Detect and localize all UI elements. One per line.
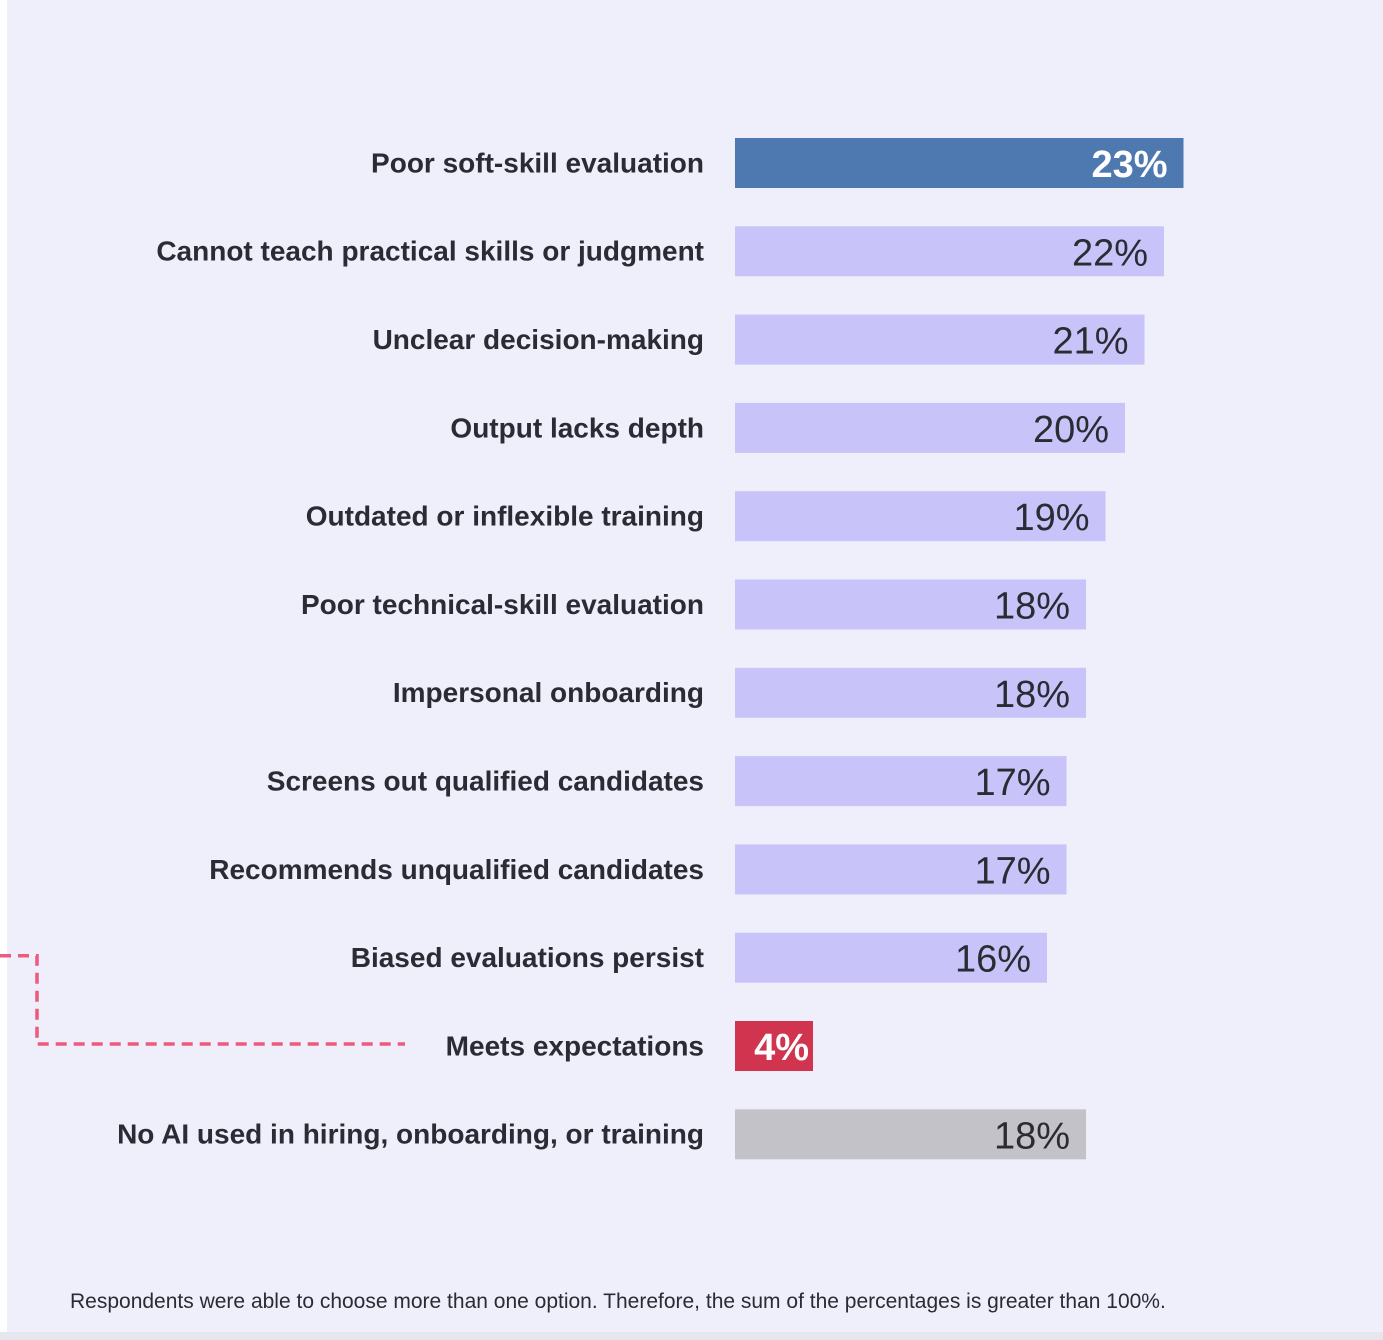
category-label-9: Recommends unqualified candidates	[209, 854, 704, 885]
value-label-3: 21%	[1052, 321, 1128, 363]
bar-10	[735, 932, 1047, 983]
category-label-11: Meets expectations	[446, 1030, 704, 1061]
bar-12	[735, 1109, 1086, 1160]
category-label-5: Outdated or inflexible training	[306, 501, 704, 532]
value-label-8: 17%	[974, 762, 1050, 804]
category-label-3: Unclear decision-making	[373, 324, 704, 355]
value-label-1: 23%	[1091, 144, 1167, 186]
category-label-1: Poor soft-skill evaluation	[371, 147, 704, 178]
value-label-12: 18%	[994, 1115, 1070, 1157]
annotation-connector	[0, 953, 405, 1046]
footnote: Respondents were able to choose more tha…	[70, 1290, 1166, 1313]
bar-8	[735, 756, 1067, 807]
bottom-strip	[0, 1332, 1383, 1340]
value-label-10: 16%	[955, 939, 1031, 981]
value-label-4: 20%	[1033, 409, 1109, 451]
bar-1	[735, 138, 1184, 188]
bar-9	[735, 844, 1067, 895]
category-label-7: Impersonal onboarding	[393, 677, 704, 708]
category-label-10: Biased evaluations persist	[351, 942, 704, 973]
bar-6	[735, 579, 1086, 630]
bar-2	[735, 226, 1164, 277]
category-label-4: Output lacks depth	[450, 412, 704, 443]
value-label-11: 4%	[754, 1027, 809, 1069]
category-label-2: Cannot teach practical skills or judgmen…	[156, 236, 704, 267]
bar-5	[735, 491, 1106, 542]
category-label-8: Screens out qualified candidates	[267, 765, 704, 796]
category-label-12: No AI used in hiring, onboarding, or tra…	[117, 1119, 704, 1150]
value-label-6: 18%	[994, 586, 1070, 628]
bar-chart: Poor soft-skill evaluation 23% Cannot teac…	[0, 138, 1184, 1160]
category-label-6: Poor technical-skill evaluation	[301, 589, 704, 620]
chart-panel	[7, 0, 1383, 1332]
value-label-7: 18%	[994, 674, 1070, 716]
bar-7	[735, 667, 1086, 718]
value-label-2: 22%	[1072, 232, 1148, 274]
bar-4	[735, 402, 1125, 453]
value-label-9: 17%	[974, 850, 1050, 892]
bar-11	[735, 1021, 813, 1071]
bar-3	[735, 314, 1145, 365]
value-label-5: 19%	[1013, 497, 1089, 539]
